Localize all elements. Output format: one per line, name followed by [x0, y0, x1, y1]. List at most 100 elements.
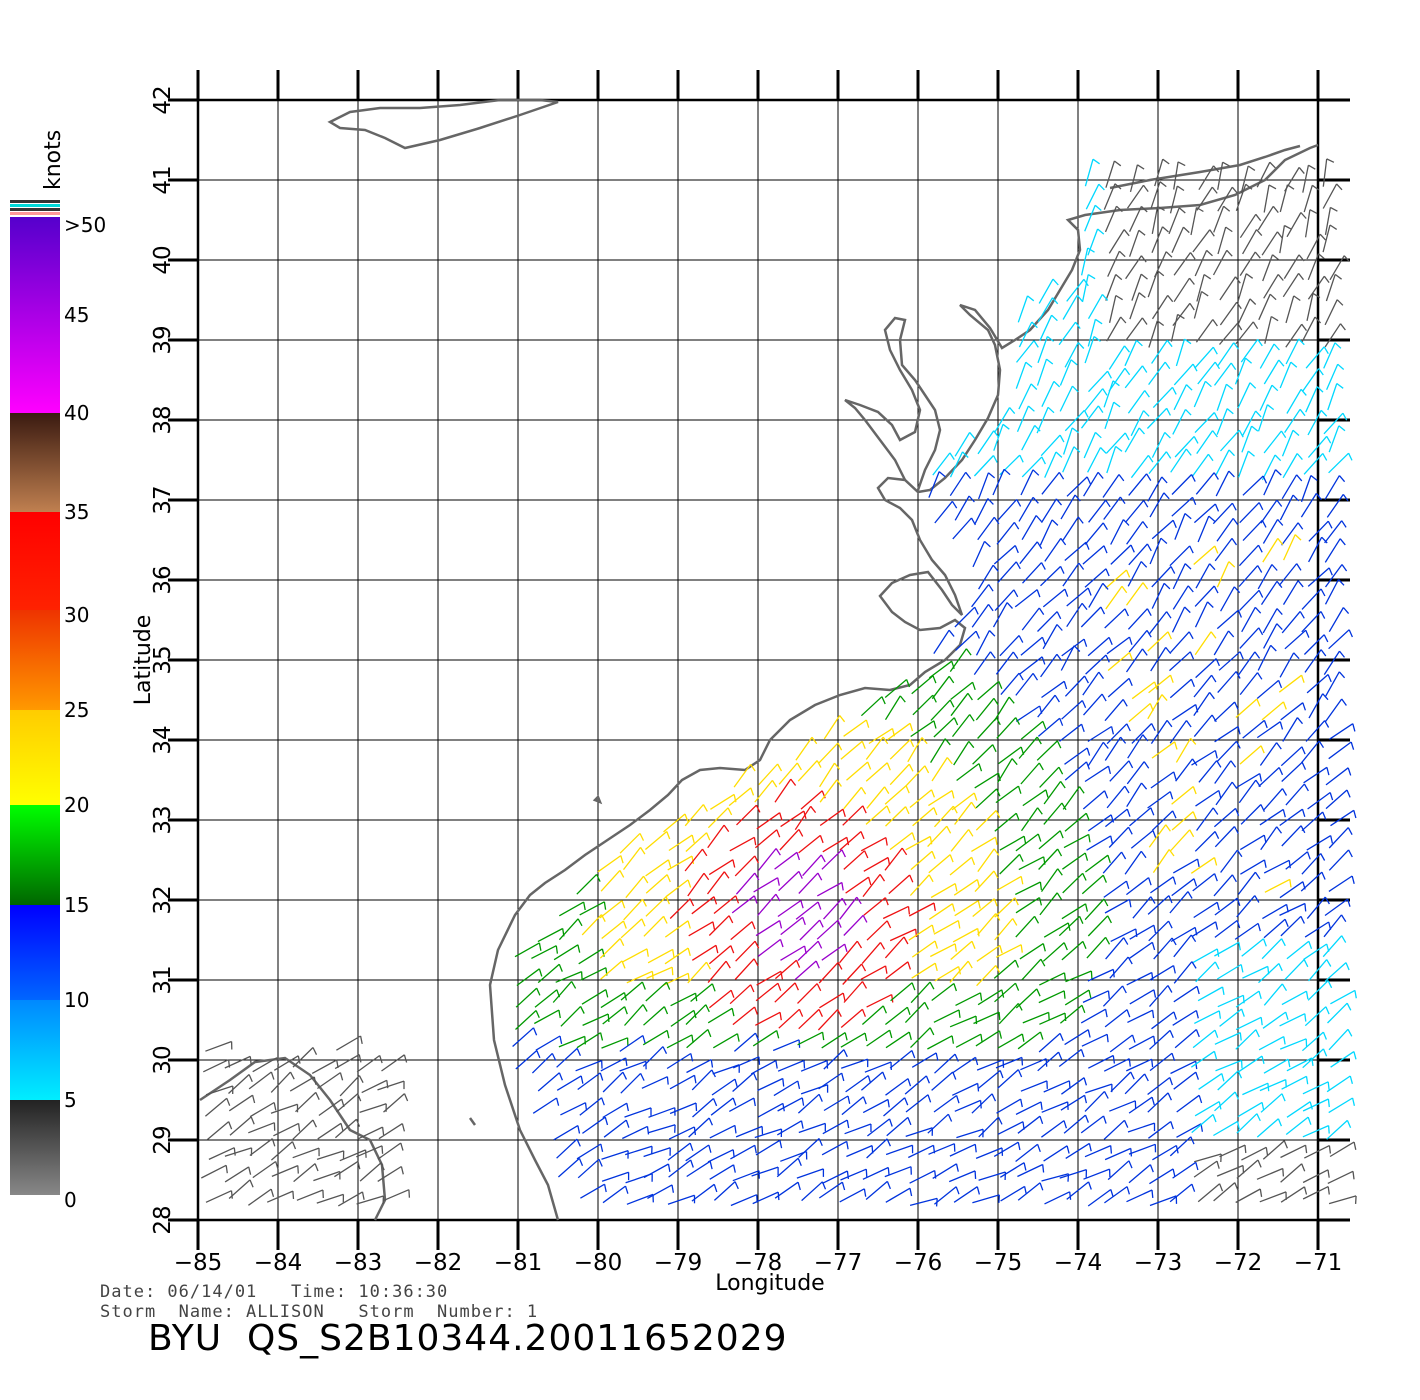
wind-barb-flag: [1207, 601, 1214, 608]
wind-barb-flag: [1041, 656, 1046, 665]
wind-barb-flag: [273, 1102, 277, 1111]
wind-barb-flag: [951, 1035, 955, 1044]
wind-barb: [885, 1078, 909, 1096]
wind-barb: [1260, 580, 1278, 605]
wind-barb-flag: [1341, 564, 1348, 572]
wind-barb: [758, 848, 777, 871]
wind-barb: [1174, 1029, 1197, 1049]
wind-barb-flag: [821, 1032, 825, 1041]
wind-barb-flag: [904, 1097, 909, 1106]
wind-barb: [619, 1060, 647, 1072]
wind-barb: [730, 921, 753, 941]
wind-barb-flag: [558, 1009, 561, 1019]
wind-barb: [1197, 986, 1223, 1002]
wind-barb-flag: [1114, 160, 1122, 167]
wind-barb: [602, 1006, 626, 1025]
wind-barb-flag: [596, 874, 601, 882]
wind-barb: [273, 1055, 299, 1071]
wind-barb: [1061, 700, 1083, 720]
wind-barb-flag: [1348, 629, 1353, 638]
wind-barb-flag: [1167, 985, 1173, 993]
wind-barb: [948, 1170, 976, 1183]
wind-barb: [1040, 498, 1057, 523]
colorbar-label: 10: [64, 988, 89, 1012]
wind-barb-flag: [998, 1030, 1003, 1039]
wind-barb: [1259, 808, 1284, 826]
wind-barb: [1066, 278, 1085, 302]
wind-barb: [1213, 1120, 1238, 1137]
wind-barb-flag: [1249, 382, 1257, 389]
wind-barb: [866, 786, 886, 809]
wind-barb-flag: [995, 913, 1001, 921]
wind-barb-flag: [1184, 563, 1192, 570]
wind-barb: [821, 943, 846, 961]
wind-barb: [1286, 212, 1302, 238]
wind-barb: [578, 948, 603, 965]
wind-barb-flag: [291, 1141, 297, 1150]
wind-barb: [1191, 453, 1209, 478]
wind-barb: [1237, 298, 1251, 325]
wind-barb-flag: [671, 967, 674, 976]
wind-barb: [1217, 994, 1244, 1008]
wind-barb: [734, 855, 756, 877]
wind-barb: [1259, 742, 1278, 766]
wind-barb-flag: [879, 942, 886, 950]
wind-barb-flag: [1162, 158, 1170, 165]
wind-barb: [1106, 723, 1128, 745]
wind-barb: [248, 1188, 272, 1206]
wind-barb-flag: [1016, 499, 1022, 507]
wind-barb-flag: [1272, 205, 1279, 214]
wind-barb: [1213, 1182, 1236, 1202]
x-tick-label: −75: [974, 1250, 1023, 1276]
wind-barb-flag: [911, 832, 916, 841]
wind-barb-flag: [1094, 431, 1102, 439]
wind-barb: [1059, 1168, 1087, 1179]
wind-barb-flag: [600, 1097, 605, 1106]
wind-barb: [1239, 589, 1260, 611]
colorbar-band-5-10: [10, 1000, 60, 1100]
wind-barb-flag: [249, 1056, 252, 1065]
wind-barb-flag: [1105, 499, 1111, 508]
wind-barb: [1000, 672, 1020, 696]
x-tick-label: −81: [494, 1250, 543, 1276]
wind-barb-flag: [1269, 293, 1277, 301]
wind-barb: [707, 1149, 734, 1163]
wind-barb-flag: [1318, 740, 1325, 749]
wind-barb-flag: [1035, 515, 1042, 523]
wind-barb: [908, 924, 933, 941]
wind-barb: [928, 854, 951, 874]
wind-barb-flag: [1116, 205, 1123, 213]
wind-barb-flag: [1272, 254, 1280, 261]
wind-barb: [1262, 903, 1287, 920]
wind-barb: [621, 948, 648, 963]
wind-barb: [992, 602, 1008, 628]
wind-barb: [620, 981, 643, 1001]
y-tick-label: 33: [150, 805, 176, 834]
wind-barb-flag: [999, 945, 1003, 954]
wind-barb-flag: [297, 1055, 301, 1064]
wind-barb-flag: [1063, 972, 1067, 981]
wind-barb-flag: [1347, 767, 1352, 776]
wind-barb-flag: [1102, 522, 1108, 531]
wind-barb: [1088, 582, 1104, 608]
coastline-chesapeake: [844, 316, 942, 491]
wind-barb: [1083, 693, 1103, 716]
wind-barb: [1301, 853, 1322, 875]
wind-barb-flag: [1085, 761, 1091, 770]
wind-barb: [1219, 1008, 1243, 1027]
wind-barb-flag: [1258, 627, 1264, 636]
wind-barb-flag: [1128, 899, 1132, 908]
wind-barb-flag: [951, 903, 956, 912]
wind-barb-flag: [1306, 851, 1311, 860]
wind-barb-flag: [1126, 723, 1131, 732]
wind-barb-flag: [1221, 986, 1225, 996]
wind-barb-flag: [577, 944, 581, 953]
wind-barb: [1169, 678, 1192, 699]
wind-barb-flag: [1128, 760, 1134, 769]
wind-barb: [1083, 432, 1096, 459]
wind-barb-flag: [775, 1060, 778, 1069]
wind-barb: [823, 1095, 849, 1112]
wind-barb: [884, 847, 903, 871]
wind-barb-flag: [899, 695, 906, 703]
